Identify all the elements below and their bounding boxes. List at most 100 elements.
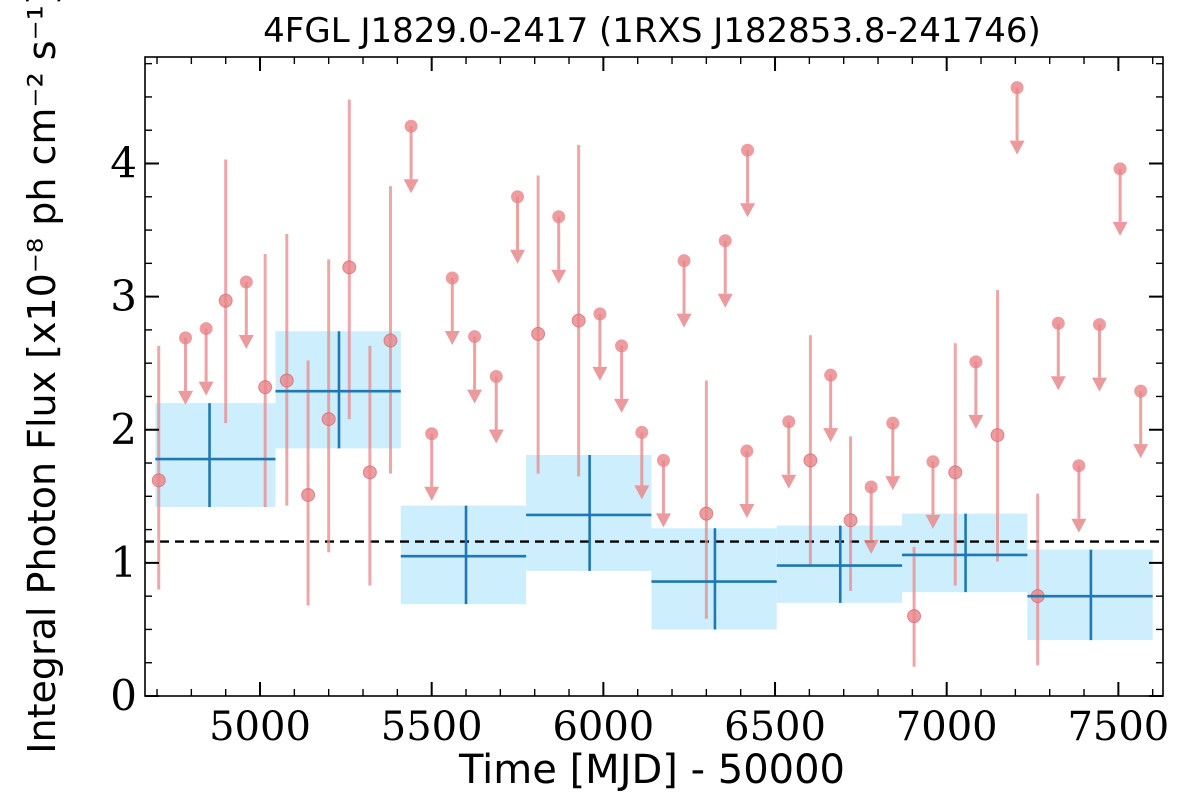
x-tick-label: 5500 — [381, 704, 483, 750]
upper-limit-arrow — [444, 330, 460, 345]
short-bin-point — [699, 506, 714, 521]
upper-limit-arrow — [198, 381, 214, 396]
upper-limit-point — [445, 271, 459, 285]
x-tick-label: 6000 — [552, 704, 654, 750]
short-bin-point — [907, 609, 922, 624]
short-bin-point — [258, 380, 273, 395]
upper-limit-point — [1051, 316, 1065, 330]
y-tick-label: 4 — [110, 139, 137, 188]
upper-limit-arrow — [717, 293, 733, 308]
upper-limit-arrow — [614, 398, 630, 413]
upper-limit-point — [926, 455, 940, 469]
upper-limit-point — [635, 425, 649, 439]
y-tick-label: 0 — [110, 671, 137, 720]
upper-limit-point — [824, 368, 838, 382]
upper-limit-point — [656, 453, 670, 467]
upper-limit-point — [886, 416, 900, 430]
short-bin-point — [990, 428, 1005, 443]
upper-limit-point — [1134, 384, 1148, 398]
x-axis-label: Time [MJD] - 50000 — [458, 747, 845, 793]
upper-limit-point — [468, 330, 482, 344]
short-bin-point — [383, 333, 398, 348]
upper-limit-arrow — [863, 539, 879, 554]
short-bin-point — [301, 487, 316, 502]
upper-limit-point — [864, 480, 878, 494]
upper-limit-arrow — [403, 179, 419, 194]
upper-limit-arrow — [238, 334, 254, 349]
upper-limit-point — [1092, 318, 1106, 332]
upper-limit-point — [199, 322, 213, 336]
y-tick-label: 1 — [110, 538, 137, 587]
upper-limit-point — [782, 415, 796, 429]
upper-limit-point — [1113, 162, 1127, 176]
upper-limit-arrow — [740, 203, 756, 218]
upper-limit-arrow — [1050, 376, 1066, 391]
upper-limit-arrow — [823, 428, 839, 443]
upper-limit-arrow — [885, 476, 901, 491]
upper-limit-arrow — [592, 366, 608, 381]
y-axis-label: Integral Photon Flux [x10⁻⁸ ph cm⁻² s⁻¹] — [20, 0, 64, 754]
upper-limit-point — [593, 307, 607, 321]
short-bin-point — [321, 412, 336, 427]
upper-limit-point — [615, 339, 629, 353]
upper-limit-point — [1010, 81, 1024, 95]
short-bin-points — [151, 81, 1149, 667]
upper-limit-point — [969, 355, 983, 369]
upper-limit-arrow — [1112, 221, 1128, 236]
chart-title: 4FGL J1829.0-2417 (1RXS J182853.8-241746… — [263, 11, 1041, 51]
upper-limit-arrow — [178, 390, 194, 405]
upper-limit-arrow — [968, 414, 984, 429]
upper-limit-arrow — [1009, 140, 1025, 155]
short-bin-point — [843, 513, 858, 528]
upper-limit-point — [489, 370, 503, 383]
upper-limit-arrow — [781, 474, 797, 489]
upper-limit-arrow — [424, 486, 440, 501]
short-bin-point — [571, 313, 586, 328]
upper-limit-arrow — [739, 504, 755, 519]
x-tick-label: 7500 — [1067, 704, 1169, 750]
upper-limit-point — [741, 143, 755, 157]
upper-limit-arrow — [488, 429, 504, 444]
long-bin-band — [400, 505, 527, 605]
upper-limit-arrow — [1091, 377, 1107, 392]
upper-limit-arrow — [1071, 518, 1087, 533]
axes: 5000 5500 6000 6500 7000 7500 0 1 2 3 4 — [110, 56, 1169, 750]
upper-limit-point — [718, 234, 732, 248]
upper-limit-arrow — [925, 514, 941, 529]
x-tick-label: 5000 — [209, 704, 311, 750]
upper-limit-arrow — [655, 513, 671, 528]
upper-limit-arrow — [551, 269, 567, 284]
upper-limit-point — [239, 275, 253, 289]
upper-limit-arrow — [1133, 444, 1149, 459]
upper-limit-point — [404, 119, 418, 133]
upper-limit-arrow — [676, 313, 692, 328]
plot-frame — [144, 56, 1164, 697]
upper-limit-point — [511, 190, 525, 204]
long-bin-bands — [155, 331, 1153, 641]
upper-limit-point — [179, 331, 193, 345]
x-tick-label: 7000 — [896, 704, 998, 750]
upper-limit-point — [552, 210, 566, 224]
short-bin-point — [279, 373, 294, 388]
upper-limit-point — [1072, 459, 1086, 473]
upper-limit-point — [740, 444, 754, 458]
upper-limit-arrow — [634, 485, 650, 500]
long-bin-crosses — [155, 331, 1153, 641]
short-bin-point — [362, 465, 377, 480]
long-bin-band — [155, 403, 276, 507]
x-tick-label: 6500 — [724, 704, 826, 750]
short-bin-point — [948, 465, 963, 480]
short-bin-point — [151, 473, 166, 488]
y-tick-label: 3 — [110, 272, 137, 321]
upper-limit-point — [425, 427, 439, 441]
short-bin-point — [342, 260, 357, 275]
upper-limit-point — [677, 254, 691, 268]
upper-limit-arrow — [510, 249, 526, 264]
short-bin-point — [803, 453, 818, 468]
upper-limit-arrow — [467, 389, 483, 404]
y-tick-label: 2 — [110, 405, 137, 454]
short-bin-point — [531, 326, 546, 341]
short-bin-point — [218, 293, 233, 308]
